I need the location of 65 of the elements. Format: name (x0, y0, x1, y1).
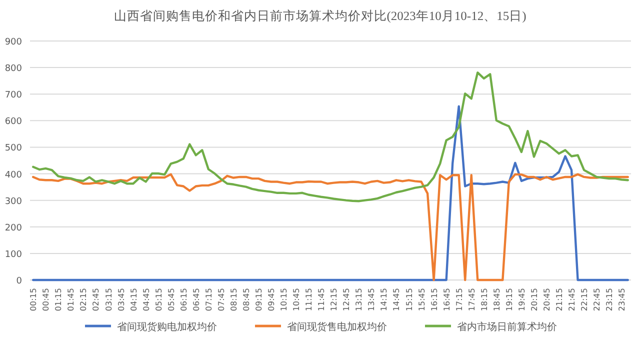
x-tick-label: 13:45 (367, 288, 376, 312)
legend-label: 省间现货售电加权均价 (287, 321, 387, 333)
x-tick-label: 21:45 (568, 288, 577, 312)
x-tick-label: 10:15 (280, 288, 289, 312)
x-tick-label: 13:15 (354, 288, 364, 312)
x-tick-label: 18:15 (480, 288, 489, 312)
y-tick-label: 100 (4, 250, 22, 260)
chart-title: 山西省间购售电价和省内日前市场算术均价对比(2023年10月10-12、15日) (114, 9, 526, 23)
x-tick-label: 16:45 (442, 288, 452, 312)
x-tick-label: 05:45 (166, 288, 176, 312)
x-tick-label: 17:45 (467, 288, 476, 312)
x-tick-label: 11:45 (317, 288, 326, 312)
x-tick-label: 15:45 (417, 288, 426, 312)
x-tick-label: 14:15 (380, 288, 389, 312)
x-tick-label: 03:45 (116, 288, 126, 312)
x-tick-label: 09:15 (254, 288, 264, 312)
y-tick-label: 700 (4, 90, 22, 101)
x-tick-label: 14:45 (392, 288, 402, 312)
x-tick-label: 11:15 (304, 288, 314, 312)
x-tick-label: 01:15 (54, 288, 64, 312)
x-tick-label: 02:15 (79, 288, 88, 312)
legend-label: 省内市场日前算术均价 (457, 321, 557, 333)
line-series (32, 72, 629, 202)
x-tick-label: 18:45 (492, 288, 502, 312)
x-tick-label: 00:45 (42, 288, 51, 312)
x-tick-label: 12:15 (330, 288, 339, 312)
x-tick-label: 07:45 (216, 288, 226, 312)
x-tick-label: 08:15 (229, 288, 238, 312)
x-tick-label: 20:45 (542, 288, 552, 312)
y-tick-label: 600 (4, 117, 22, 128)
y-tick-label: 400 (4, 170, 22, 180)
x-tick-label: 07:15 (204, 288, 214, 312)
y-tick-label: 0 (16, 276, 22, 286)
x-tick-label: 20:15 (530, 288, 539, 312)
y-tick-label: 300 (4, 196, 22, 207)
x-tick-label: 05:15 (154, 288, 164, 312)
x-tick-label: 19:15 (504, 288, 514, 312)
x-tick-label: 06:45 (192, 288, 201, 312)
x-tick-label: 19:45 (517, 288, 526, 312)
x-tick-label: 04:15 (129, 288, 138, 312)
y-tick-label: 500 (4, 144, 22, 154)
x-tick-label: 06:15 (179, 288, 188, 312)
x-tick-label: 22:45 (592, 288, 602, 312)
x-tick-label: 02:45 (92, 288, 101, 312)
x-tick-label: 08:45 (242, 288, 251, 312)
x-tick-label: 16:15 (430, 288, 439, 312)
x-tick-label: 23:45 (618, 288, 627, 312)
x-tick-label: 04:45 (142, 288, 151, 312)
x-tick-label: 22:15 (580, 288, 590, 312)
line-series (32, 173, 629, 282)
y-tick-label: 800 (4, 64, 22, 74)
x-tick-label: 12:45 (342, 288, 352, 312)
x-tick-label: 15:15 (404, 288, 414, 312)
legend-label: 省间现货购电加权均价 (117, 321, 217, 333)
x-tick-label: 09:45 (267, 288, 276, 312)
x-tick-label: 01:45 (66, 288, 76, 312)
x-tick-label: 03:15 (104, 288, 114, 312)
x-tick-label: 10:45 (292, 288, 302, 312)
x-tick-label: 17:15 (454, 288, 464, 312)
y-tick-label: 200 (4, 223, 22, 234)
y-tick-label: 900 (4, 38, 22, 48)
line-series (32, 105, 629, 282)
x-tick-label: 00:15 (29, 288, 38, 312)
x-tick-label: 21:15 (555, 288, 564, 312)
x-tick-label: 23:15 (605, 288, 614, 312)
